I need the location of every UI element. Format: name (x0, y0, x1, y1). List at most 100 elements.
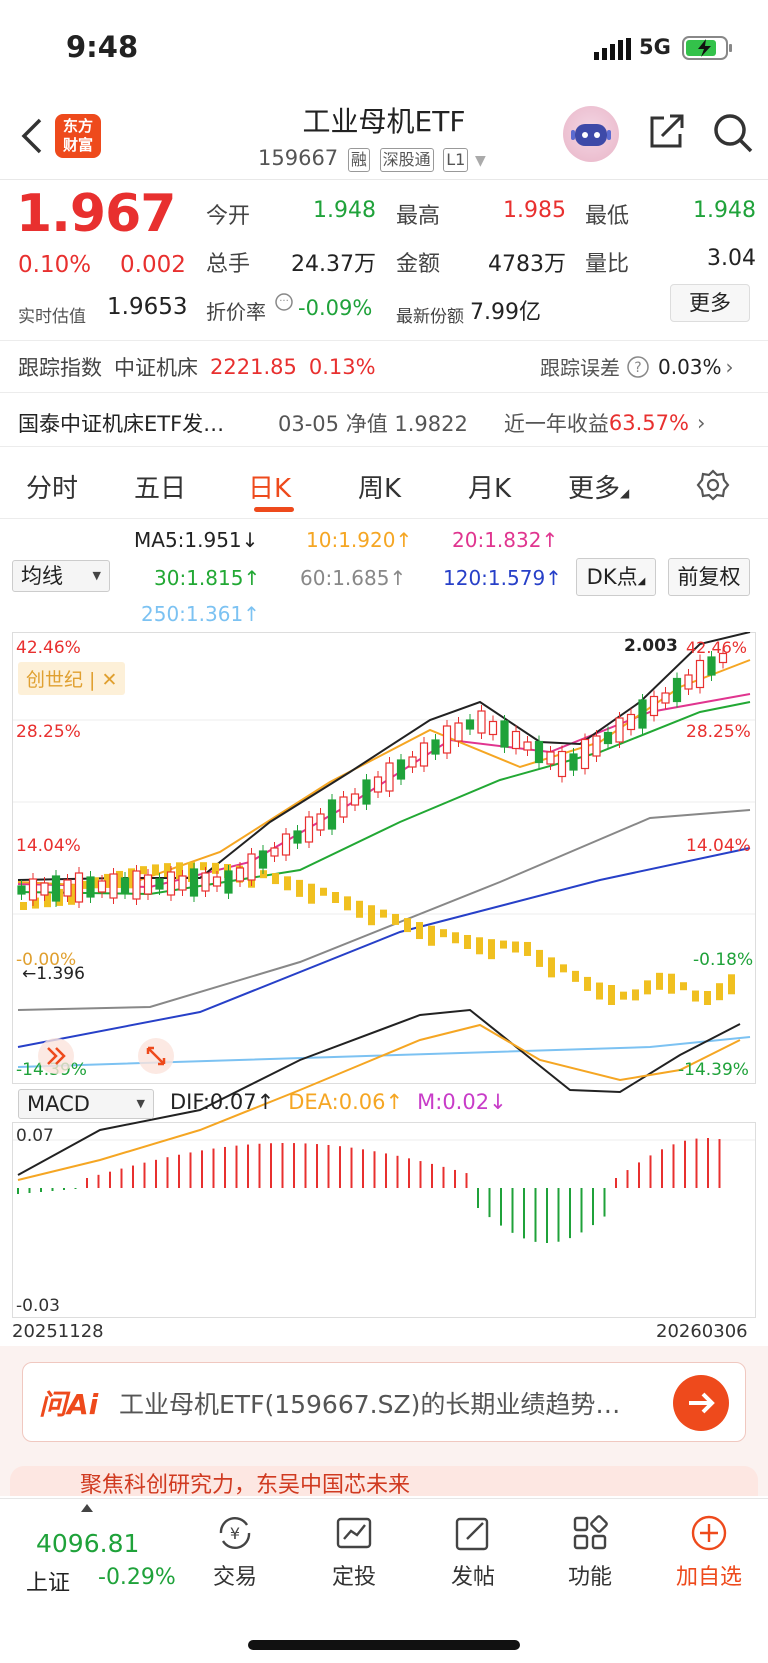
tab-monthly-k[interactable]: 月K (468, 474, 512, 504)
overlay-candle (644, 980, 651, 995)
macd-values: DIF:0.07↑ DEA:0.06↑ M:0.02↓ (170, 1090, 507, 1114)
candle-body (649, 695, 659, 717)
dea-value: DEA:0.06↑ (288, 1090, 404, 1114)
adjust-button[interactable]: 前复权 (668, 558, 750, 596)
tracking-error-value: 0.03% (658, 354, 722, 379)
info-icon[interactable]: ··· (274, 292, 294, 312)
overlay-candle (92, 877, 99, 889)
overlay-stock-tag[interactable]: 创世纪 | ✕ (18, 662, 126, 695)
nav-trade[interactable]: ¥ 交易 (190, 1513, 280, 1591)
volume-label: 总手 (206, 252, 251, 277)
share-icon[interactable] (646, 112, 686, 152)
ma10-line (17, 659, 751, 889)
kline-chart-frame[interactable] (12, 632, 756, 1084)
change-amount: 0.002 (120, 252, 186, 278)
tab-five-day[interactable]: 五日 (134, 474, 187, 504)
dk-point-button[interactable]: DK点◢ (576, 558, 656, 596)
overlay-candle (368, 905, 375, 926)
fullscreen-icon[interactable] (136, 1036, 176, 1076)
axis-right-mid: 28.25% (686, 722, 751, 742)
date-start: 20251128 (12, 1321, 104, 1342)
overlay-candle (44, 893, 51, 908)
nav-add-watchlist[interactable]: 加自选 (664, 1513, 754, 1591)
date-end: 20260306 (656, 1321, 748, 1342)
macd-select[interactable]: MACD ▼ (18, 1089, 154, 1119)
chevron-right-icon: › (725, 354, 734, 379)
macd-chart-frame[interactable] (12, 1122, 756, 1318)
candle-body (569, 753, 578, 771)
tab-more[interactable]: 更多◢ (568, 474, 630, 504)
ai-prompt-box[interactable]: 问Ai 工业母机ETF(159667.SZ)的长期业绩趋势… (22, 1362, 746, 1442)
candle-body (718, 652, 728, 664)
svg-text:?: ? (634, 360, 641, 376)
nav-post[interactable]: 发帖 (428, 1513, 518, 1591)
candle-body (40, 882, 49, 896)
candle-body (396, 759, 406, 780)
candle-body (247, 853, 256, 881)
candle-body (270, 847, 279, 857)
security-code-line[interactable]: 159667 融 深股通 L1 ▼ (258, 146, 486, 172)
volume-ratio-value: 3.04 (707, 246, 756, 271)
candle-body (442, 725, 452, 754)
active-tab-indicator (254, 507, 294, 512)
ma30-label: 30:1.815↑ (154, 566, 261, 590)
candle-body (626, 713, 636, 731)
open-value: 1.948 (313, 198, 376, 223)
overlay-candle (464, 934, 471, 949)
network-type: 5G (639, 35, 671, 59)
ma60-line (17, 809, 751, 1011)
settings-icon[interactable] (696, 468, 730, 502)
search-icon[interactable] (712, 112, 754, 154)
tracking-error[interactable]: 跟踪误差 ? 0.03% › (540, 352, 734, 381)
promo-banner[interactable]: 聚焦科创研究力，东吴中国芯未来 (10, 1466, 758, 1496)
fund-return-value: 63.57% (608, 411, 689, 435)
overlay-candle (704, 990, 711, 1005)
tab-intraday[interactable]: 分时 (26, 474, 79, 504)
tracking-index-name: 中证机床 (114, 356, 198, 380)
indicator-select[interactable]: 均线 ▼ (12, 560, 110, 592)
nav-functions[interactable]: 功能 (545, 1513, 635, 1591)
overlay-candle (608, 985, 615, 1006)
nav-invest-plan[interactable]: 定投 (309, 1513, 399, 1591)
tab-daily-k[interactable]: 日K (248, 474, 292, 504)
candle-body (546, 751, 555, 765)
ai-go-button[interactable] (673, 1375, 729, 1431)
overlay-candle (80, 880, 87, 889)
divider (0, 340, 768, 341)
expand-sidebar-icon[interactable] (36, 1036, 76, 1076)
tag-level: L1 (443, 148, 469, 172)
axis-right-low: 14.04% (686, 836, 751, 856)
candle-body (258, 850, 268, 869)
home-indicator (248, 1640, 520, 1650)
overlay-candle (152, 864, 159, 876)
overlay-candle (536, 949, 543, 967)
tracking-error-label: 跟踪误差 (540, 356, 620, 380)
candle-body (373, 776, 383, 793)
overlay-candle (668, 973, 675, 994)
tracking-index-row[interactable]: 跟踪指数 中证机床 2221.85 0.13% (18, 352, 376, 382)
overlay-candle (524, 941, 531, 956)
divider (0, 518, 768, 519)
ai-prompt-text: 工业母机ETF(159667.SZ)的长期业绩趋势… (119, 1390, 621, 1419)
more-button[interactable]: 更多 (670, 284, 750, 322)
macd-axis-top: 0.07 (16, 1126, 54, 1146)
arrow-right-icon (689, 1392, 715, 1414)
volume-value: 24.37万 (291, 252, 376, 277)
candle-body (580, 738, 590, 770)
back-icon[interactable] (18, 116, 44, 156)
candle-body (339, 796, 348, 818)
index-value[interactable]: 4096.81 (36, 1529, 140, 1558)
axis-right-top: 42.46% (686, 638, 748, 657)
candle-body (109, 873, 118, 899)
candle-body (592, 735, 601, 757)
min-price-label: ←1.396 (22, 964, 85, 984)
tab-weekly-k[interactable]: 周K (358, 474, 402, 504)
candle-body (327, 799, 337, 830)
candle-body (63, 879, 72, 897)
candle-body (684, 674, 693, 690)
caret-up-icon (81, 1504, 93, 1512)
fund-info-row[interactable]: 国泰中证机床ETF发… 03-05 净值 1.9822 近一年收益 63.57%… (18, 408, 705, 438)
assistant-avatar[interactable] (563, 106, 619, 162)
candle-body (488, 720, 498, 736)
overlay-candle (512, 941, 519, 953)
